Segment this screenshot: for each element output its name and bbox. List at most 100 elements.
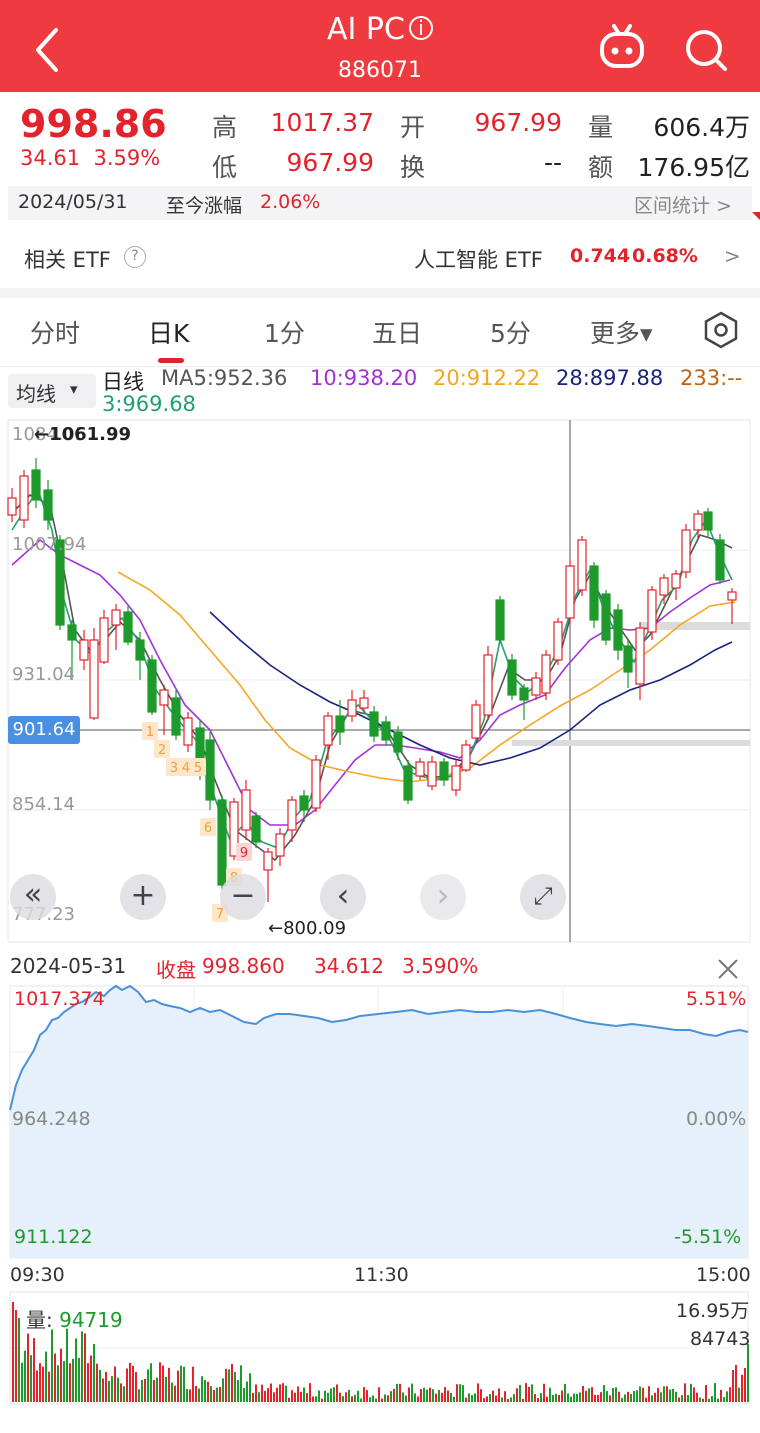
tab-1min[interactable]: 1分 (264, 319, 305, 348)
volume-bar (297, 1386, 299, 1402)
volume-bar (474, 1393, 476, 1402)
volume-bar (33, 1338, 35, 1402)
section-divider (0, 288, 760, 298)
search-icon[interactable] (676, 18, 736, 78)
scroll-right-button[interactable]: › (420, 874, 466, 920)
tab-more[interactable]: 更多▾ (590, 319, 653, 348)
volume-bar (261, 1384, 263, 1402)
tab-timeshare[interactable]: 分时 (30, 319, 81, 348)
info-icon[interactable]: i (408, 16, 433, 40)
page-title: AI PC i (0, 12, 760, 47)
volume-bar (480, 1389, 482, 1402)
last-price: 998.86 (20, 102, 167, 146)
volume-bar (438, 1389, 440, 1402)
kline-chart[interactable]: 123456789 (0, 0, 760, 950)
volume-bar (666, 1386, 668, 1402)
intraday-price-area (10, 986, 748, 1258)
y-label-931: 931.04 (12, 664, 75, 685)
volume-bar (504, 1391, 506, 1402)
kline-candle (483, 646, 493, 720)
volume-bar (27, 1333, 29, 1402)
volume-bar (354, 1394, 356, 1402)
candle-body (89, 639, 99, 719)
hexagon-settings-icon[interactable] (701, 310, 741, 350)
volume-bar (384, 1394, 386, 1402)
price-band (512, 740, 750, 746)
kline-candle (299, 790, 309, 822)
help-icon[interactable]: ? (124, 246, 146, 268)
scroll-start-button[interactable]: « (10, 874, 56, 920)
volume-bar (672, 1388, 674, 1402)
volume-bar (63, 1361, 65, 1402)
intraday-top-price: 1017.374 (14, 988, 105, 1010)
scroll-left-button[interactable]: ‹ (320, 874, 366, 920)
kline-candle (589, 562, 599, 628)
volume-bar (42, 1366, 44, 1402)
volume-bar (651, 1395, 653, 1402)
range-stats-button[interactable]: 区间统计 > (634, 195, 732, 217)
kline-candle (123, 606, 133, 645)
kline-candle (241, 780, 251, 840)
ma28-line (209, 611, 733, 766)
volume-bar (351, 1396, 353, 1402)
volume-bar (201, 1376, 203, 1402)
volume-bar (603, 1385, 605, 1402)
volume-bar (441, 1392, 443, 1402)
volume-bar (369, 1397, 371, 1402)
back-button[interactable] (0, 0, 80, 92)
volume-bar (252, 1392, 254, 1402)
kline-candle (531, 672, 541, 700)
tab-daily-k[interactable]: 日K (148, 319, 190, 348)
volume-bar (405, 1395, 407, 1402)
kline-candle (577, 536, 587, 596)
candle-body (19, 475, 29, 521)
low-value: 967.99 (286, 148, 374, 177)
badge-bg (190, 758, 206, 776)
volume-bar (324, 1390, 326, 1402)
kline-candle (427, 756, 437, 790)
tab-five-day[interactable]: 五日 (372, 319, 423, 348)
price-change: 34.61 3.59% (20, 146, 161, 170)
volume-bar (720, 1389, 722, 1402)
kline-candle (229, 798, 239, 860)
related-etf-row[interactable]: 相关 ETF ? 人工智能 ETF 0.744 0.68% > (0, 232, 760, 284)
volume-bar (516, 1388, 518, 1402)
volume-bar (468, 1393, 470, 1402)
volume-bar (345, 1392, 347, 1402)
volume-max: 16.95万 (676, 1300, 750, 1322)
volume-bar (114, 1366, 116, 1402)
candle-body (135, 639, 145, 661)
volume-bar (696, 1392, 698, 1402)
candle-body (299, 795, 309, 811)
max-price-marker: ←1061.99 (34, 424, 132, 445)
candle-body (439, 761, 449, 781)
close-icon[interactable] (716, 957, 740, 981)
kline-candle (541, 650, 551, 700)
zoom-in-button[interactable]: + (120, 874, 166, 920)
ma-selector[interactable]: 均线 ▾ (8, 374, 96, 408)
fullscreen-button[interactable]: ⤢ (520, 874, 566, 920)
candle-body (531, 677, 541, 696)
y-label-854: 854.14 (12, 794, 75, 815)
robot-icon[interactable] (592, 18, 652, 78)
zoom-out-button[interactable]: − (220, 874, 266, 920)
volume-bar (549, 1387, 551, 1402)
volume-bar (162, 1365, 164, 1402)
volume-bar (78, 1357, 80, 1402)
volume-bar (390, 1391, 392, 1402)
tab-5min[interactable]: 5分 (490, 319, 531, 348)
volume-bar (81, 1331, 83, 1402)
kline-candle (183, 712, 193, 752)
volume-bar (180, 1365, 182, 1402)
volume-bar (513, 1394, 515, 1402)
volume-bar (192, 1366, 194, 1402)
volume-bar (540, 1393, 542, 1402)
volume-bar (558, 1394, 560, 1402)
volume-bar (66, 1328, 68, 1402)
volume-bar (576, 1393, 578, 1402)
kline-candle (287, 796, 297, 842)
kline-candle (99, 610, 109, 664)
candle-body (553, 621, 563, 661)
kline-candle (451, 760, 461, 796)
